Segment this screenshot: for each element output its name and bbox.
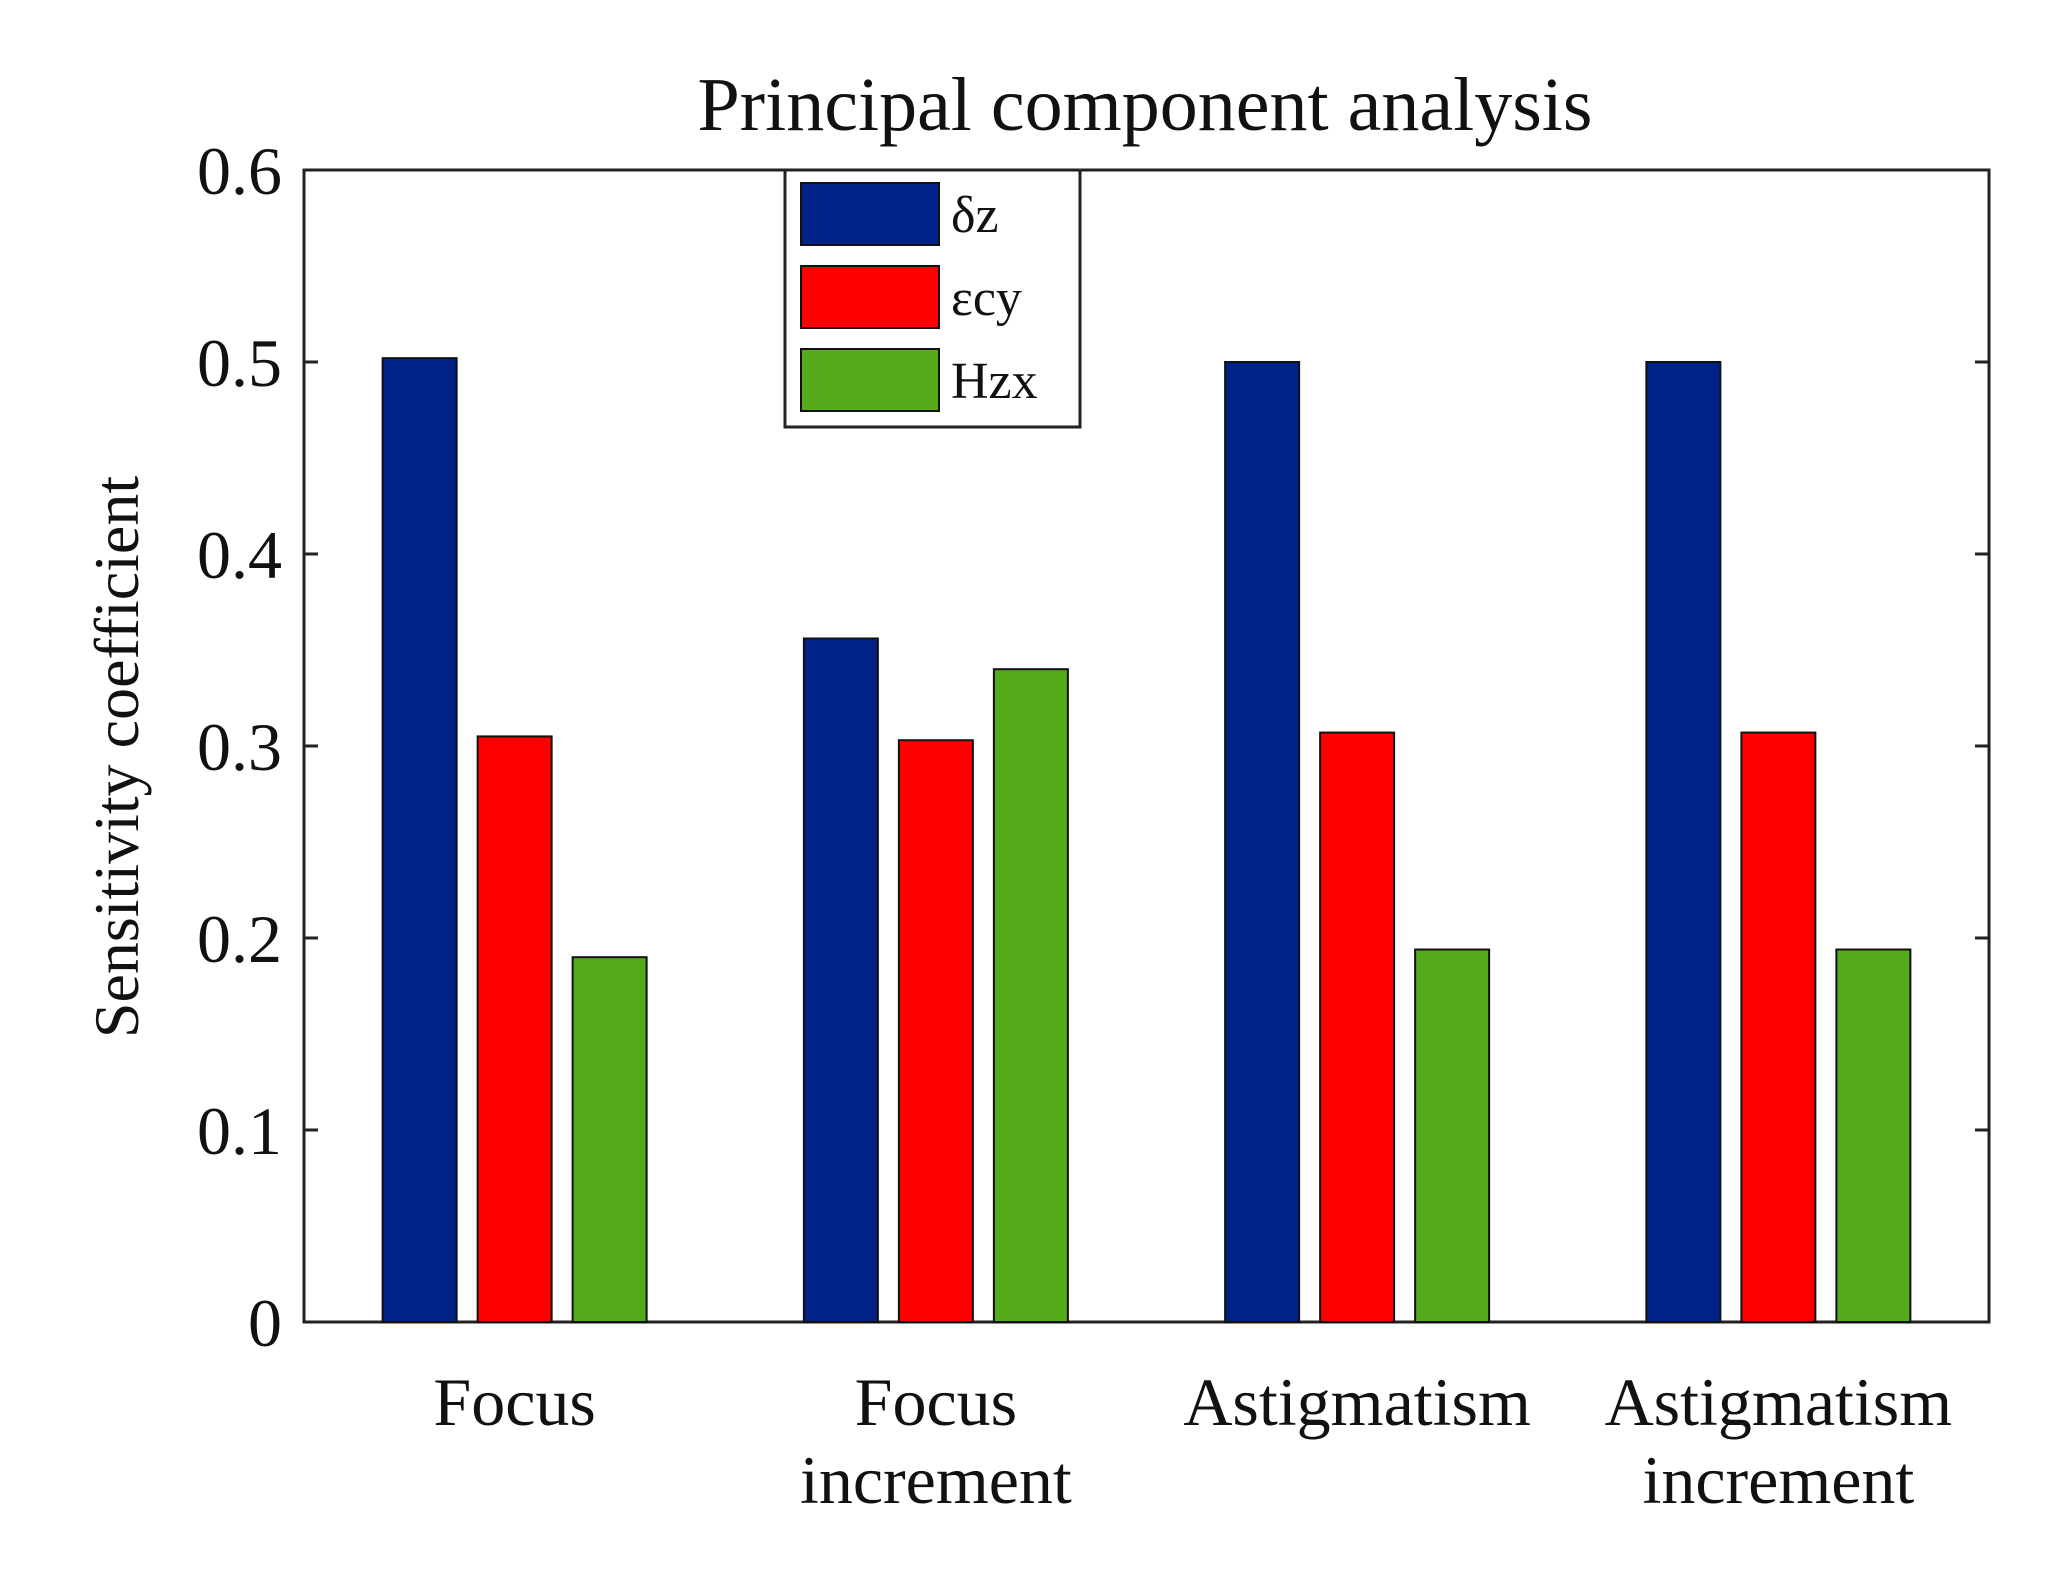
bar[interactable] (802, 637, 879, 1323)
bar[interactable] (1319, 731, 1396, 1323)
x-tick-label: increment (1642, 1442, 1914, 1518)
x-tick-label: Astigmatism (1183, 1364, 1531, 1440)
y-tick-label: 0.6 (197, 133, 282, 209)
bar[interactable] (1414, 948, 1491, 1324)
bar[interactable] (1835, 948, 1912, 1324)
bar[interactable] (992, 668, 1069, 1323)
y-tick-label: 0.4 (197, 517, 282, 593)
y-tick-label: 0.3 (197, 709, 282, 785)
bar[interactable] (571, 956, 648, 1323)
bar[interactable] (476, 735, 553, 1323)
legend-swatch (800, 348, 940, 412)
y-tick-label: 0 (248, 1285, 282, 1361)
legend-label: Hzx (951, 353, 1038, 410)
bar[interactable] (897, 739, 974, 1323)
legend-items: δz εcy Hzx (800, 182, 1038, 412)
legend[interactable]: δz εcy Hzx (783, 168, 1082, 429)
y-tick-label: 0.1 (197, 1093, 282, 1169)
bar[interactable] (381, 357, 458, 1324)
x-tick-label: Focus (433, 1364, 595, 1440)
legend-swatch (800, 182, 940, 246)
legend-label: εcy (951, 270, 1022, 327)
x-tick-label: Focus (855, 1364, 1017, 1440)
bars (381, 357, 1912, 1324)
x-tick-label: Astigmatism (1605, 1364, 1953, 1440)
y-tick-label: 0.2 (197, 901, 282, 977)
y-tick-label: 0.5 (197, 325, 282, 401)
legend-label: δz (951, 187, 999, 244)
bar[interactable] (1645, 361, 1722, 1323)
bar[interactable] (1740, 731, 1817, 1323)
y-axis-ticks: 0 0.1 0.2 0.3 0.4 0.5 0.6 (197, 133, 1989, 1361)
x-tick-label: increment (800, 1442, 1072, 1518)
chart-title: Principal component analysis (698, 63, 1593, 147)
legend-swatch (800, 265, 940, 329)
bar[interactable] (1224, 361, 1301, 1323)
y-axis-label: Sensitivity coefficient (81, 476, 152, 1038)
